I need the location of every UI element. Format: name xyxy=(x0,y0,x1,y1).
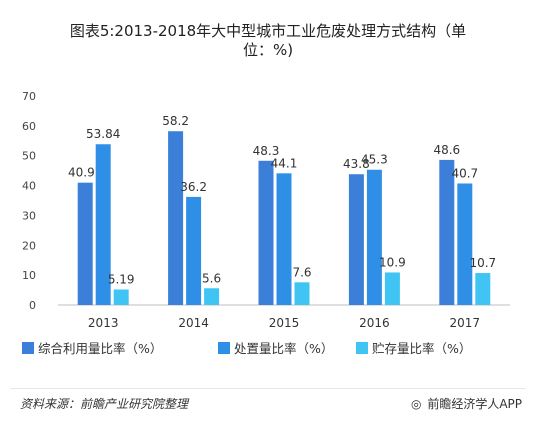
x-tick-label: 2015 xyxy=(269,316,300,330)
bar xyxy=(204,288,220,305)
data-label: 53.84 xyxy=(86,127,120,141)
y-tick-label: 20 xyxy=(22,239,36,252)
brand: ◎ 前瞻经济学人APP xyxy=(411,395,522,412)
bar xyxy=(258,160,274,305)
y-tick-label: 40 xyxy=(22,180,36,193)
data-label: 5.6 xyxy=(202,271,221,285)
data-label: 10.7 xyxy=(469,256,496,270)
data-label: 48.6 xyxy=(433,143,460,157)
x-tick-label: 2016 xyxy=(359,316,390,330)
legend-label: 综合利用量比率（%） xyxy=(38,341,162,356)
bar xyxy=(95,144,111,305)
legend-swatch xyxy=(22,342,34,354)
bar xyxy=(439,159,455,305)
data-label: 43.8 xyxy=(343,157,370,171)
legend-label: 贮存量比率（%） xyxy=(372,341,471,356)
y-tick-label: 30 xyxy=(22,209,36,222)
bar xyxy=(168,131,184,305)
data-label: 48.3 xyxy=(253,144,280,158)
brand-logo-icon: ◎ xyxy=(411,397,422,411)
bar xyxy=(294,282,310,305)
legend-swatch xyxy=(356,342,368,354)
legend-swatch xyxy=(218,342,230,354)
y-tick-label: 50 xyxy=(22,150,36,163)
bar xyxy=(348,174,364,305)
data-label: 10.9 xyxy=(379,255,406,269)
data-label: 45.3 xyxy=(361,153,388,167)
y-tick-label: 70 xyxy=(22,90,36,103)
bar xyxy=(475,273,491,305)
data-label: 7.6 xyxy=(292,265,311,279)
y-tick-label: 60 xyxy=(22,120,36,133)
bar xyxy=(384,272,400,305)
y-tick-label: 0 xyxy=(29,299,36,312)
brand-name: 前瞻经济学人APP xyxy=(427,397,522,411)
y-tick-label: 10 xyxy=(22,269,36,282)
data-label: 40.97 xyxy=(68,166,102,180)
chart-title: 图表5:2013-2018年大中型城市工业危废处理方式结构（单 位：%) xyxy=(0,22,536,60)
bar-chart: 0 10 20 30 40 50 60 70 40.97 53.84 5.19 2013 58.2 36.… xyxy=(22,90,510,356)
x-tick-label: 2014 xyxy=(178,316,209,330)
x-tick-label: 2013 xyxy=(88,316,119,330)
bar xyxy=(457,183,473,305)
source-note: 资料来源：前瞻产业研究院整理 xyxy=(20,397,189,411)
bar xyxy=(186,196,202,305)
bar xyxy=(276,173,292,305)
bar xyxy=(113,289,129,305)
bar xyxy=(366,169,382,305)
data-label: 5.19 xyxy=(108,273,135,287)
chart-title-line2: 位：%) xyxy=(242,41,294,59)
data-label: 40.7 xyxy=(451,166,478,180)
data-label: 44.1 xyxy=(271,156,298,170)
x-tick-label: 2017 xyxy=(450,316,481,330)
bar xyxy=(77,182,93,305)
footer-divider xyxy=(10,388,526,389)
chart-title-line1: 图表5:2013-2018年大中型城市工业危废处理方式结构（单 xyxy=(69,22,467,40)
data-label: 58.2 xyxy=(162,114,189,128)
legend-label: 处置量比率（%） xyxy=(234,341,333,356)
data-label: 36.2 xyxy=(180,180,207,194)
